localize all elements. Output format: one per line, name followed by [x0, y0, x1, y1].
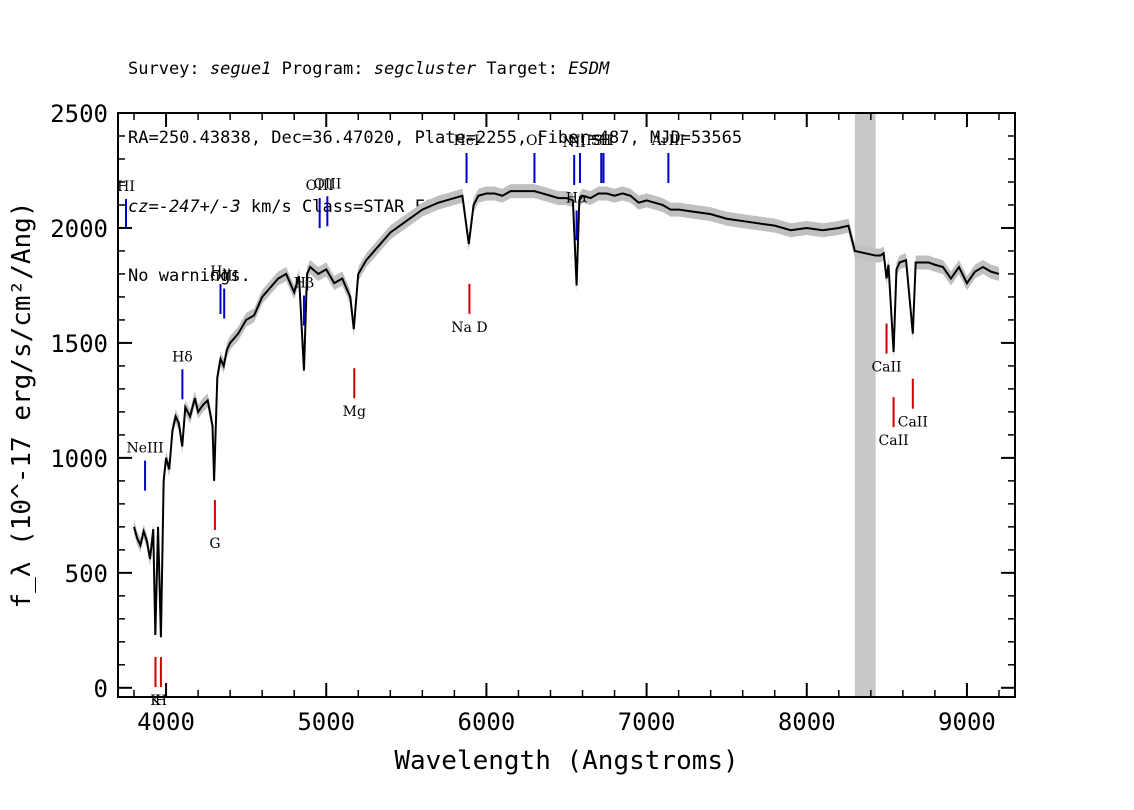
emission-line-label: HeI	[454, 133, 480, 149]
absorption-line-label: CaII	[898, 415, 928, 431]
axis-ticks: 4000 5000 6000 7000 8000 9000 0 500 1000 1500 2000…	[50, 100, 1015, 736]
y-tick-label: 500	[65, 560, 108, 588]
emission-line-label: SII	[591, 133, 612, 149]
spectrum-line	[133, 190, 1000, 638]
emission-line-label: OI	[526, 133, 543, 149]
x-axis-title: Wavelength (Angstroms)	[394, 746, 738, 776]
y-axis-title: f_λ (10^-17 erg/s/cm²/Ang)	[7, 202, 37, 609]
survey-label: Survey:	[128, 59, 200, 79]
emission-line-label: Hα	[566, 190, 588, 206]
absorption-line-label: CaII	[871, 360, 901, 376]
x-tick-label: 5000	[297, 708, 355, 736]
emission-line-label: Hβ	[294, 276, 314, 292]
spectrum-layer	[133, 190, 1000, 638]
plot-frame	[117, 112, 1016, 698]
y-tick-label: 1500	[50, 330, 108, 358]
program-value: segcluster	[373, 59, 477, 79]
program-label: Program:	[281, 59, 364, 79]
absorption-line-label: Mg	[343, 404, 366, 420]
masked-region-layer	[854, 113, 876, 697]
redshift-value: cz=-247+/-3	[128, 197, 241, 217]
x-tick-label: 6000	[458, 708, 516, 736]
target-label: Target:	[486, 59, 558, 79]
y-tick-label: 2500	[50, 100, 108, 128]
absorption-line-label: CaII	[879, 433, 909, 449]
y-tick-label: 2000	[50, 215, 108, 243]
emission-line-label: OIII	[306, 178, 334, 194]
x-tick-label: 4000	[137, 708, 195, 736]
absorption-line-label: K	[150, 693, 161, 709]
emission-line-label: Hγ	[210, 264, 231, 280]
x-tick-label: 7000	[618, 708, 676, 736]
header-line-1: Survey: segue1 Program: segcluster Targe…	[128, 58, 742, 81]
x-tick-label: 8000	[778, 708, 836, 736]
emission-line-label: SII	[593, 133, 614, 149]
target-value: ESDM	[568, 59, 610, 79]
absorption-line-label: G	[209, 536, 220, 552]
header-line-2: RA=250.43838, Dec=36.47020, Plate=2255, …	[128, 128, 743, 148]
emission-line-label: Hδ	[172, 349, 193, 365]
emission-line-label: HI	[117, 179, 135, 195]
y-tick-label: 0	[94, 675, 108, 703]
emission-line-label: OIII	[210, 268, 238, 284]
y-tick-label: 1000	[50, 445, 108, 473]
survey-value: segue1	[209, 59, 272, 79]
masked-region	[854, 113, 876, 697]
absorption-line-label: Na D	[451, 320, 487, 336]
emission-line-label: OIII	[313, 176, 341, 192]
emission-line-label: NII	[563, 135, 586, 151]
header-line-4: No warnings.	[128, 266, 251, 286]
emission-line-label: ArIII	[651, 133, 685, 149]
emission-line-label: NeIII	[126, 441, 163, 457]
x-tick-label: 9000	[938, 708, 996, 736]
emission-line-label: NII	[568, 133, 591, 149]
